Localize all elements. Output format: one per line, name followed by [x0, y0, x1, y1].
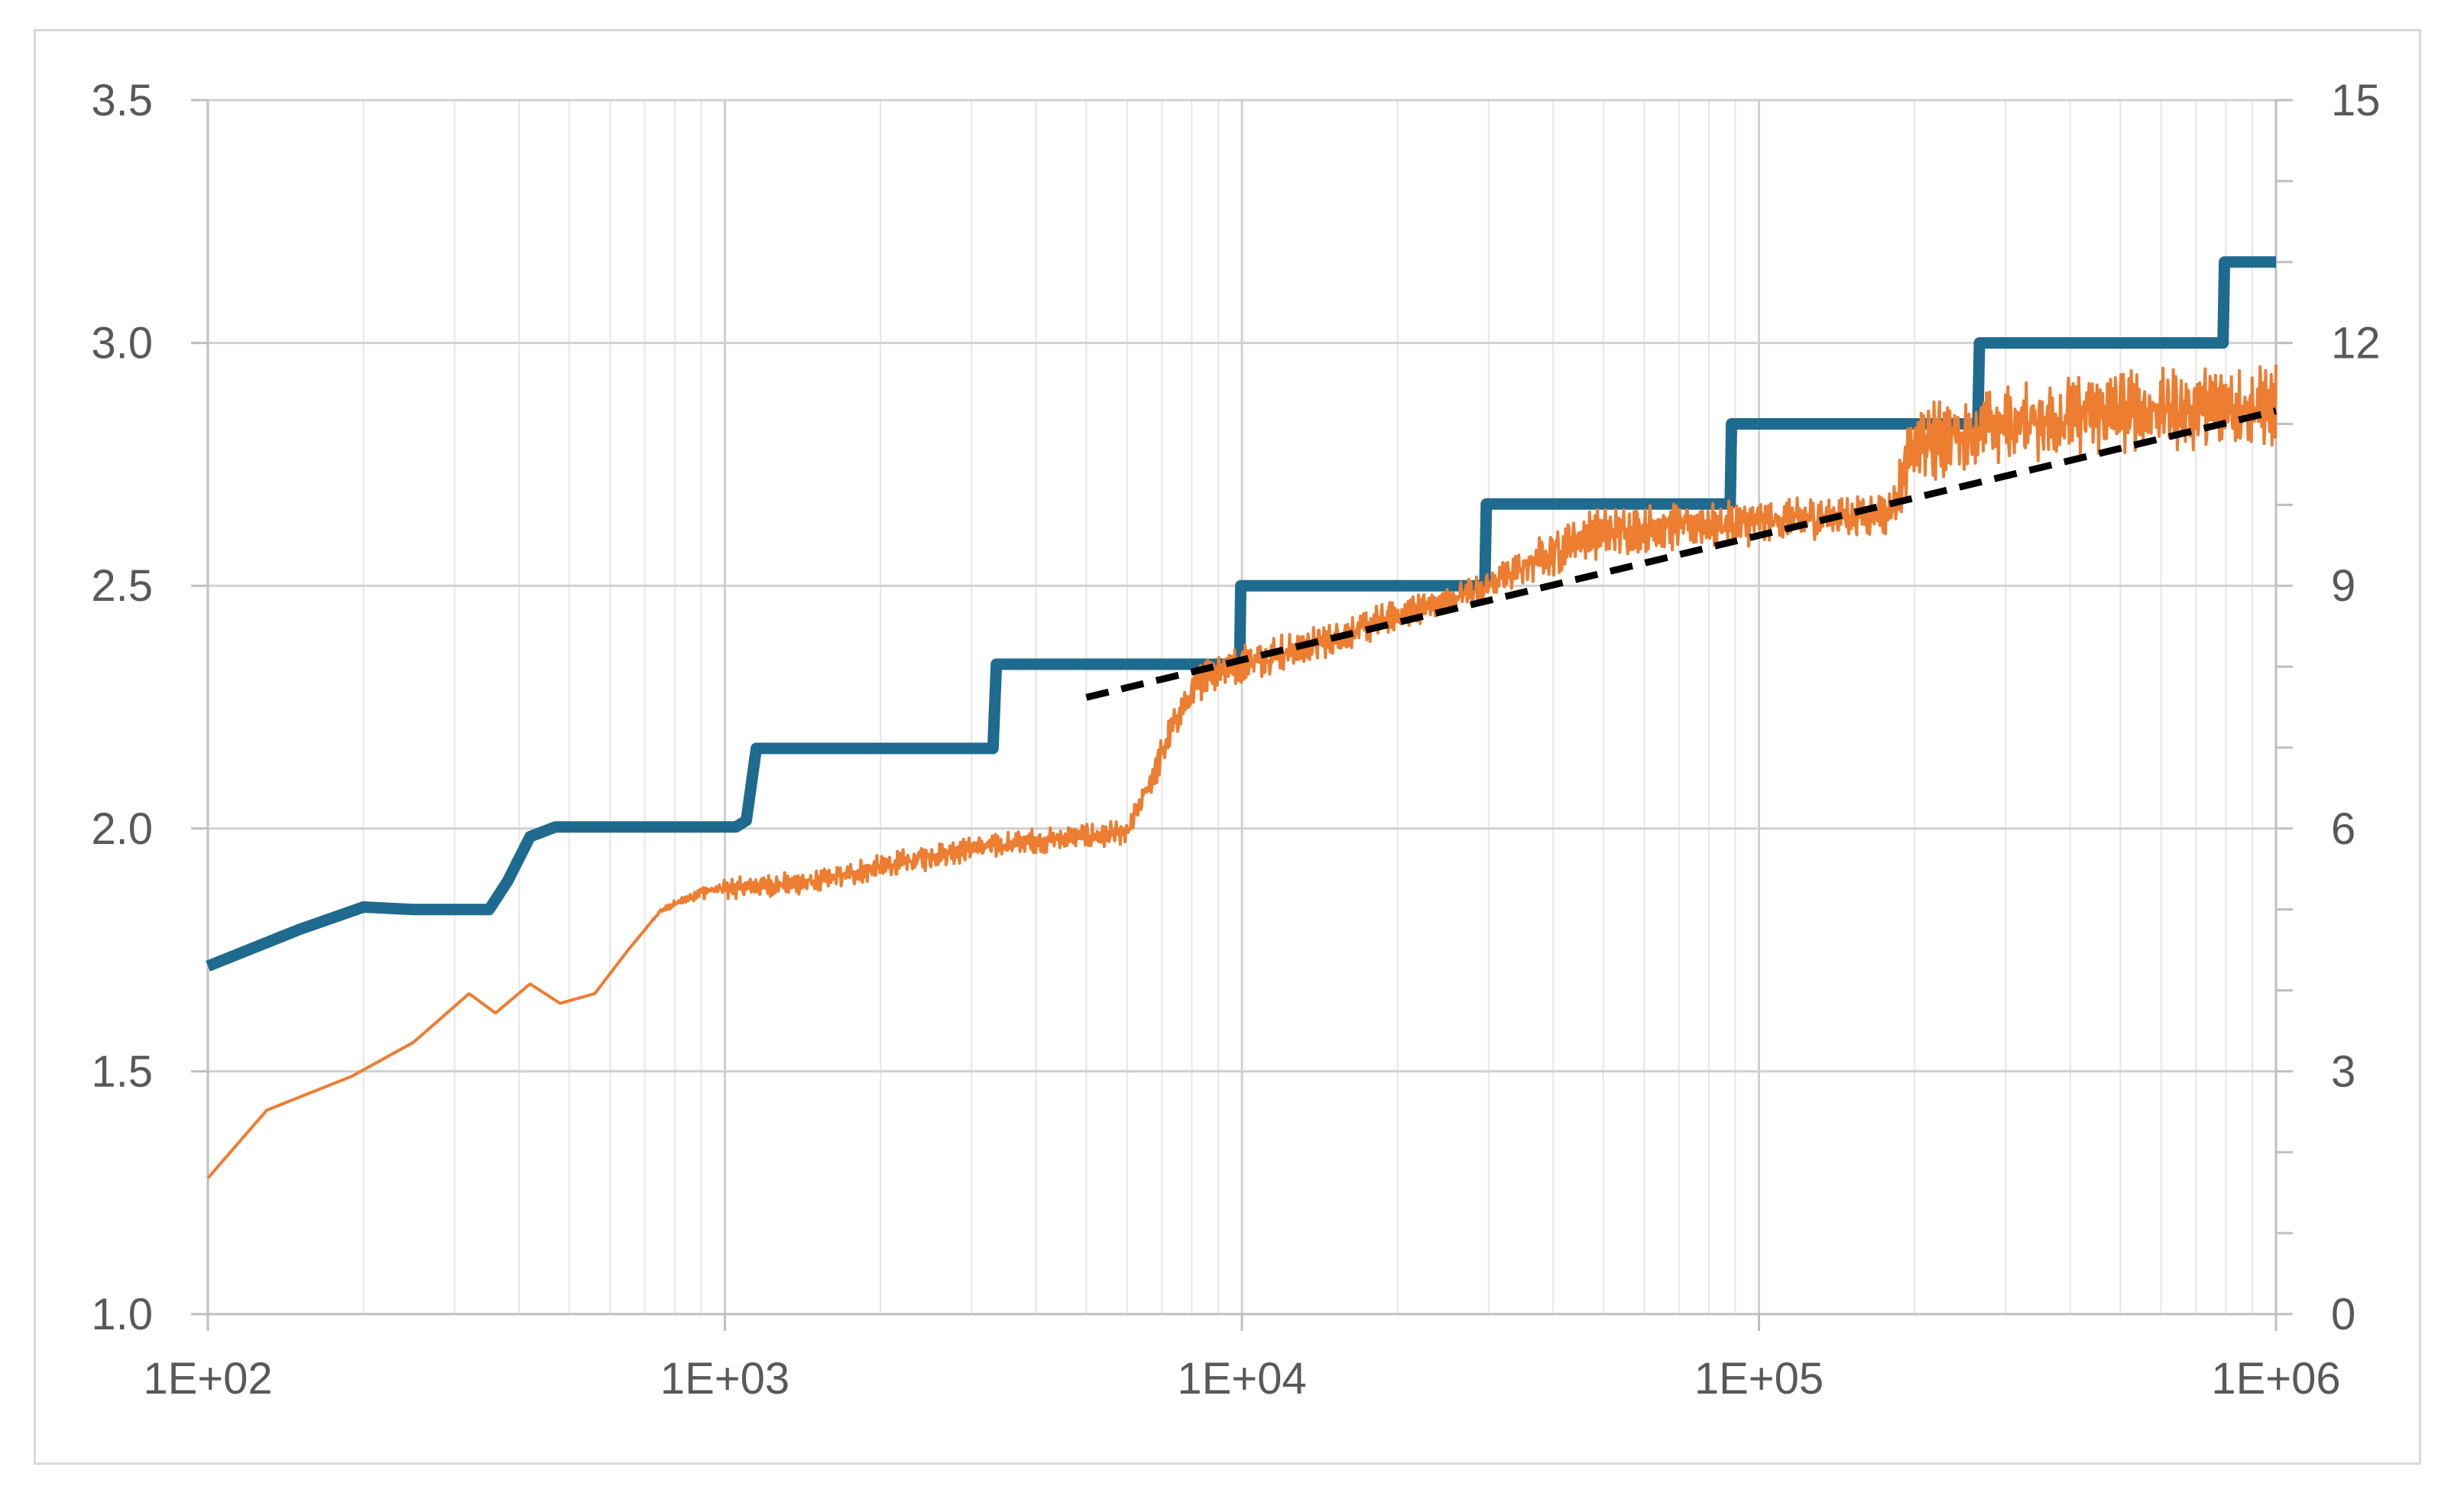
right-y-tick-label: 15 [2331, 76, 2381, 125]
right-y-tick-label: 12 [2331, 319, 2381, 368]
series-1-line [206, 365, 2278, 1180]
x-tick-label: 1E+02 [143, 1354, 272, 1404]
series-layer [206, 256, 2278, 1180]
right-y-tick-label: 6 [2331, 804, 2355, 854]
left-y-tick-label: 2.5 [91, 561, 153, 611]
left-y-tick-label: 2.0 [91, 804, 153, 854]
chart-frame [34, 29, 2421, 1465]
axes [191, 99, 2293, 1331]
left-y-tick-label: 3.5 [91, 76, 153, 125]
x-tick-label: 1E+03 [660, 1354, 789, 1404]
right-y-tick-label: 0 [2331, 1290, 2355, 1339]
tick-labels: 1.0 1.5 2.0 2.5 3.0 3.5 0 3 6 9 12 15 1E+02 1E+03 1E+0… [91, 76, 2380, 1404]
left-y-tick-label: 1.5 [91, 1047, 153, 1096]
left-y-tick-label: 3.0 [91, 319, 153, 368]
x-tick-label: 1E+04 [1177, 1354, 1306, 1404]
right-y-tick-label: 9 [2331, 561, 2355, 611]
x-tick-label: 1E+05 [1694, 1354, 1824, 1404]
series-2-line [1085, 407, 2278, 701]
left-y-tick-label: 1.0 [91, 1290, 153, 1339]
major-gridlines [206, 99, 2278, 1316]
minor-gridlines [362, 100, 2254, 1314]
right-y-tick-label: 3 [2331, 1047, 2355, 1096]
x-tick-label: 1E+06 [2211, 1354, 2340, 1404]
